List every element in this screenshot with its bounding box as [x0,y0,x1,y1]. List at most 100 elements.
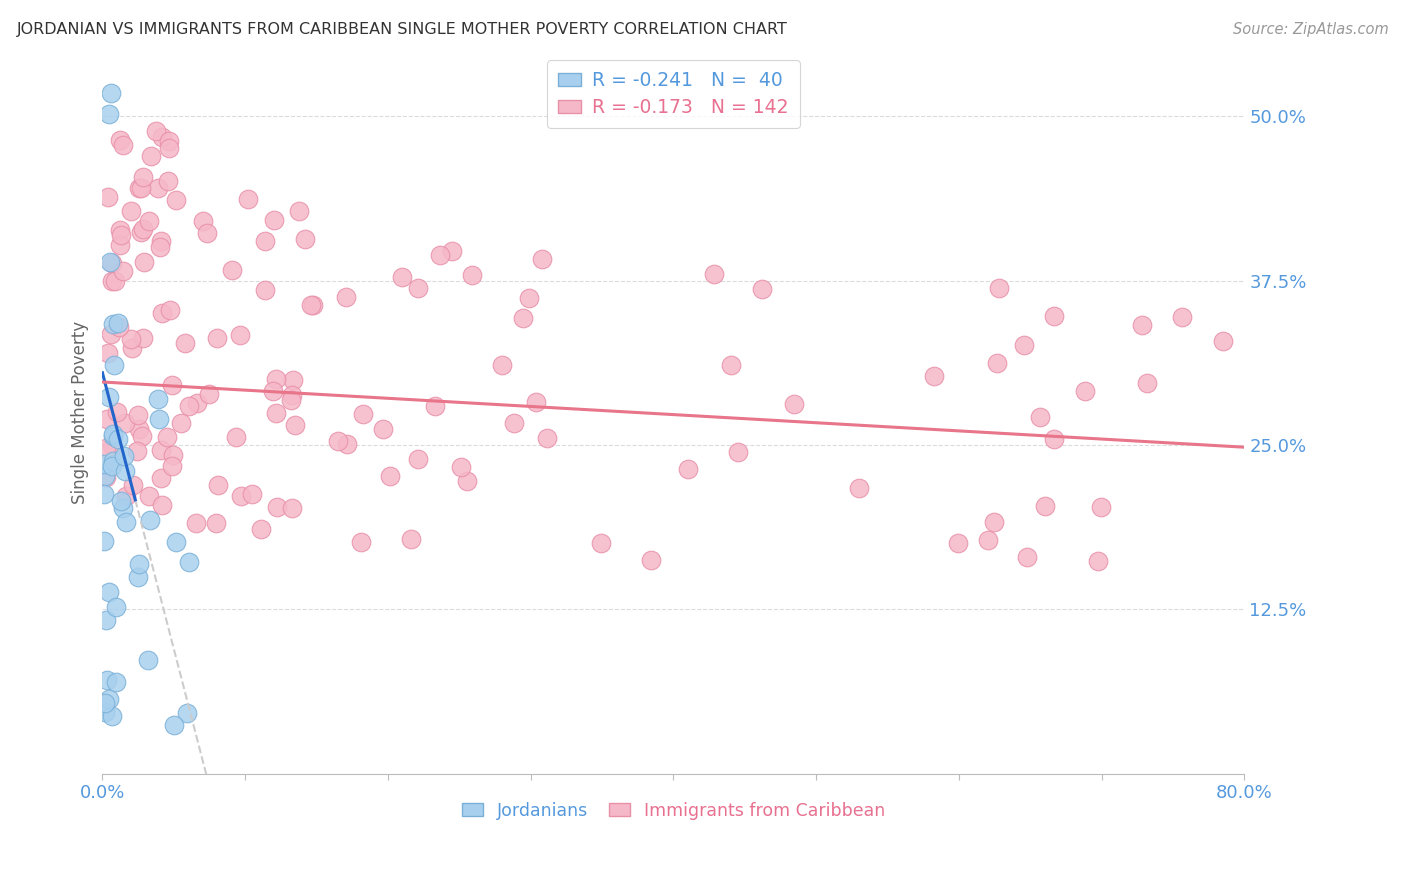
Point [100,87,122,101]
Point [177,399,200,413]
Point [120,332,142,346]
Point [132,331,155,345]
Point [131,429,153,443]
Point [108,222,131,236]
Point [335,290,357,304]
Point [146,181,169,195]
Point [727,445,749,459]
Point [197,226,219,240]
Point [266,500,288,514]
Point [112,500,135,515]
Point [336,437,359,451]
Point [108,320,131,334]
Point [107,432,129,446]
Point [531,252,554,267]
Point [299,298,322,312]
Point [197,386,219,401]
Point [156,430,179,444]
Point [280,392,302,407]
Point [97,190,120,204]
Point [110,494,132,508]
Point [114,464,136,478]
Point [429,248,451,262]
Point [98,255,121,269]
Point [1043,310,1066,324]
Point [103,358,125,372]
Point [461,268,484,282]
Text: JORDANIAN VS IMMIGRANTS FROM CARIBBEAN SINGLE MOTHER POVERTY CORRELATION CHART: JORDANIAN VS IMMIGRANTS FROM CARIBBEAN S… [17,22,787,37]
Point [284,418,307,433]
Point [97,346,120,360]
Point [1130,318,1153,332]
Point [96,412,118,426]
Point [640,553,662,567]
Point [350,535,373,549]
Point [149,240,172,254]
Point [108,237,131,252]
Point [141,149,163,163]
Point [139,513,162,527]
Point [162,448,184,462]
Point [266,372,288,386]
Text: Source: ZipAtlas.com: Source: ZipAtlas.com [1233,22,1389,37]
Point [110,228,132,243]
Point [170,416,193,430]
Point [98,107,121,121]
Point [132,169,155,184]
Point [120,203,142,218]
Point [536,431,558,445]
Point [101,709,124,723]
Point [94,469,117,483]
Point [406,452,429,467]
Point [111,137,134,152]
Point [94,442,117,456]
Point [250,522,273,536]
Point [114,490,136,504]
Legend: Jordanians, Immigrants from Caribbean: Jordanians, Immigrants from Caribbean [456,795,891,827]
Point [150,306,173,320]
Point [112,449,135,463]
Point [589,536,612,550]
Point [150,130,173,145]
Point [177,555,200,569]
Point [160,458,183,473]
Y-axis label: Single Mother Poverty: Single Mother Poverty [72,320,89,504]
Point [751,282,773,296]
Point [1073,384,1095,398]
Point [352,407,374,421]
Point [128,422,150,436]
Point [128,180,150,194]
Point [107,316,129,330]
Point [129,181,152,195]
Point [138,489,160,503]
Point [1014,338,1036,352]
Point [676,462,699,476]
Point [150,234,173,248]
Point [186,395,208,409]
Point [207,477,229,491]
Point [97,390,120,404]
Point [96,613,118,627]
Point [423,399,446,413]
Point [146,392,169,406]
Point [848,481,870,495]
Point [132,255,155,269]
Point [229,489,252,503]
Point [94,705,117,719]
Point [184,516,207,530]
Point [283,373,305,387]
Point [287,204,309,219]
Point [526,394,548,409]
Point [114,515,136,529]
Point [512,311,534,326]
Point [101,439,124,453]
Point [240,487,263,501]
Point [922,368,945,383]
Point [254,283,277,297]
Point [703,268,725,282]
Point [491,358,513,372]
Point [205,331,228,345]
Point [156,174,179,188]
Point [204,516,226,530]
Point [121,341,143,355]
